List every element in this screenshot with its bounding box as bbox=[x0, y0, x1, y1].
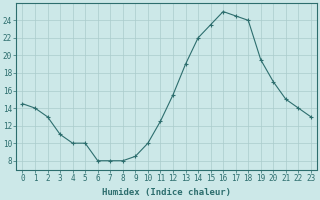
X-axis label: Humidex (Indice chaleur): Humidex (Indice chaleur) bbox=[102, 188, 231, 197]
